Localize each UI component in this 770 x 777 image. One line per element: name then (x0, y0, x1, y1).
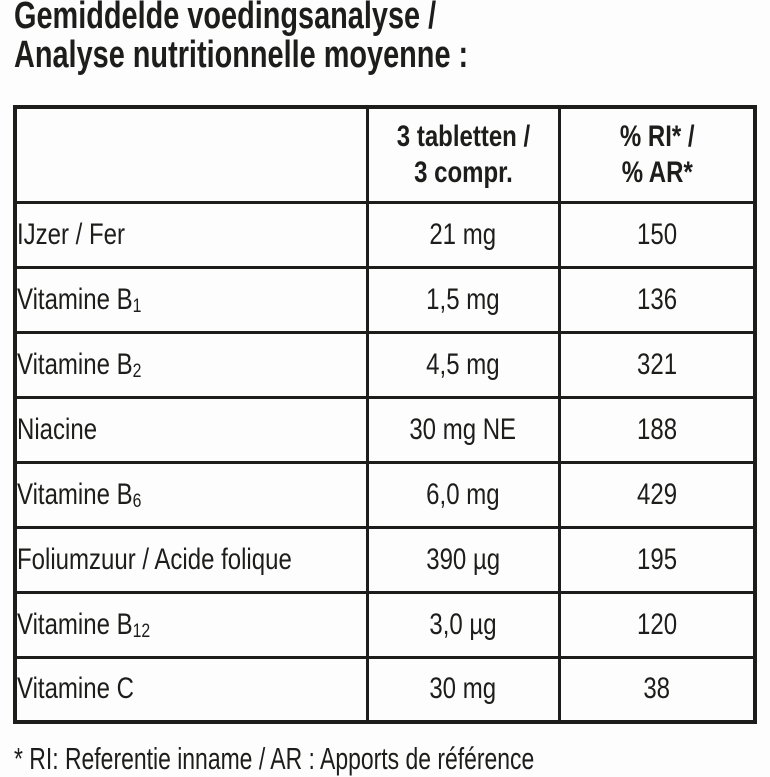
nutrient-subscript: 6 (132, 490, 142, 513)
ri-cell: 38 (557, 655, 757, 724)
ri-value: 188 (636, 412, 677, 446)
ri-cell: 120 (557, 590, 757, 659)
ri-value: 120 (636, 607, 677, 641)
amount-cell: 4,5 mg (365, 330, 561, 399)
amount-cell: 21 mg (365, 200, 561, 269)
ri-value: 321 (636, 347, 677, 381)
ri-value: 195 (636, 542, 677, 576)
header-dose-line1: 3 tabletten / (396, 119, 530, 153)
amount-cell: 3,0 µg (365, 590, 561, 659)
nutrient-name: Vitamine B (17, 347, 133, 381)
reference-intake-footnote: * RI: Referentie inname / AR : Apports d… (14, 741, 535, 776)
header-ri-line2: % AR* (621, 155, 693, 189)
table-row: Vitamine B1 1,5 mg 136 (13, 265, 757, 334)
nutrient-cell: Vitamine B12 (13, 590, 369, 659)
ri-cell: 429 (557, 460, 757, 529)
table-row: Niacine 30 mg NE 188 (13, 395, 757, 464)
header-ri-line1: % RI* / (619, 119, 695, 153)
ri-cell: 195 (557, 525, 757, 594)
nutrient-subscript: 1 (132, 295, 142, 318)
nutrient-name: Foliumzuur / Acide folique (17, 542, 292, 576)
table-row: Vitamine B6 6,0 mg 429 (13, 460, 757, 529)
nutrient-name: Vitamine C (17, 672, 134, 706)
table-row: Foliumzuur / Acide folique 390 µg 195 (13, 525, 757, 594)
amount-cell: 390 µg (365, 525, 561, 594)
amount-cell: 30 mg (365, 655, 561, 724)
amount-value: 30 mg NE (409, 412, 517, 446)
amount-value: 4,5 mg (426, 347, 500, 381)
amount-cell: 6,0 mg (365, 460, 561, 529)
ri-value: 136 (636, 282, 677, 316)
ri-cell: 136 (557, 265, 757, 334)
title-line-dutch: Gemiddelde voedingsanalyse / (14, 0, 437, 37)
title-line-french: Analyse nutritionnelle moyenne : (14, 34, 469, 76)
nutrient-cell: Vitamine B2 (13, 330, 369, 399)
amount-value: 1,5 mg (426, 282, 500, 316)
header-dose-cell: 3 tabletten / 3 compr. (365, 105, 561, 204)
amount-value: 3,0 µg (429, 607, 497, 641)
nutrient-cell: Vitamine B6 (13, 460, 369, 529)
header-dose-line2: 3 compr. (413, 155, 513, 189)
ri-cell: 321 (557, 330, 757, 399)
nutrient-subscript: 12 (132, 620, 151, 643)
ri-value: 429 (636, 477, 677, 511)
nutrient-name: Vitamine B (17, 477, 133, 511)
table-header-row: 3 tabletten / 3 compr. % RI* / % AR* (13, 105, 757, 204)
nutrient-cell: IJzer / Fer (13, 200, 369, 269)
amount-cell: 30 mg NE (365, 395, 561, 464)
amount-cell: 1,5 mg (365, 265, 561, 334)
nutrient-cell: Niacine (13, 395, 369, 464)
ri-cell: 150 (557, 200, 757, 269)
nutrient-name: IJzer / Fer (17, 217, 126, 251)
amount-value: 390 µg (426, 542, 500, 576)
nutrient-cell: Vitamine C (13, 655, 369, 724)
nutrient-cell: Vitamine B1 (13, 265, 369, 334)
header-empty-cell (13, 105, 369, 204)
nutrient-name: Vitamine B (17, 607, 133, 641)
nutrient-subscript: 2 (132, 360, 142, 383)
nutrient-name: Niacine (17, 412, 98, 446)
ri-value: 150 (636, 217, 677, 251)
nutrient-cell: Foliumzuur / Acide folique (13, 525, 369, 594)
nutrient-name: Vitamine B (17, 282, 133, 316)
page-title: Gemiddelde voedingsanalyse / Analyse nut… (14, 0, 612, 75)
amount-value: 6,0 mg (426, 477, 500, 511)
ri-value: 38 (643, 672, 671, 706)
amount-value: 30 mg (429, 672, 497, 706)
header-ri-cell: % RI* / % AR* (557, 105, 757, 204)
ri-cell: 188 (557, 395, 757, 464)
table-row: IJzer / Fer 21 mg 150 (13, 200, 757, 269)
nutrition-table: 3 tabletten / 3 compr. % RI* / % AR* IJz… (13, 105, 757, 724)
table-row: Vitamine B2 4,5 mg 321 (13, 330, 757, 399)
table-row: Vitamine C 30 mg 38 (13, 655, 757, 724)
amount-value: 21 mg (429, 217, 497, 251)
table-row: Vitamine B12 3,0 µg 120 (13, 590, 757, 659)
